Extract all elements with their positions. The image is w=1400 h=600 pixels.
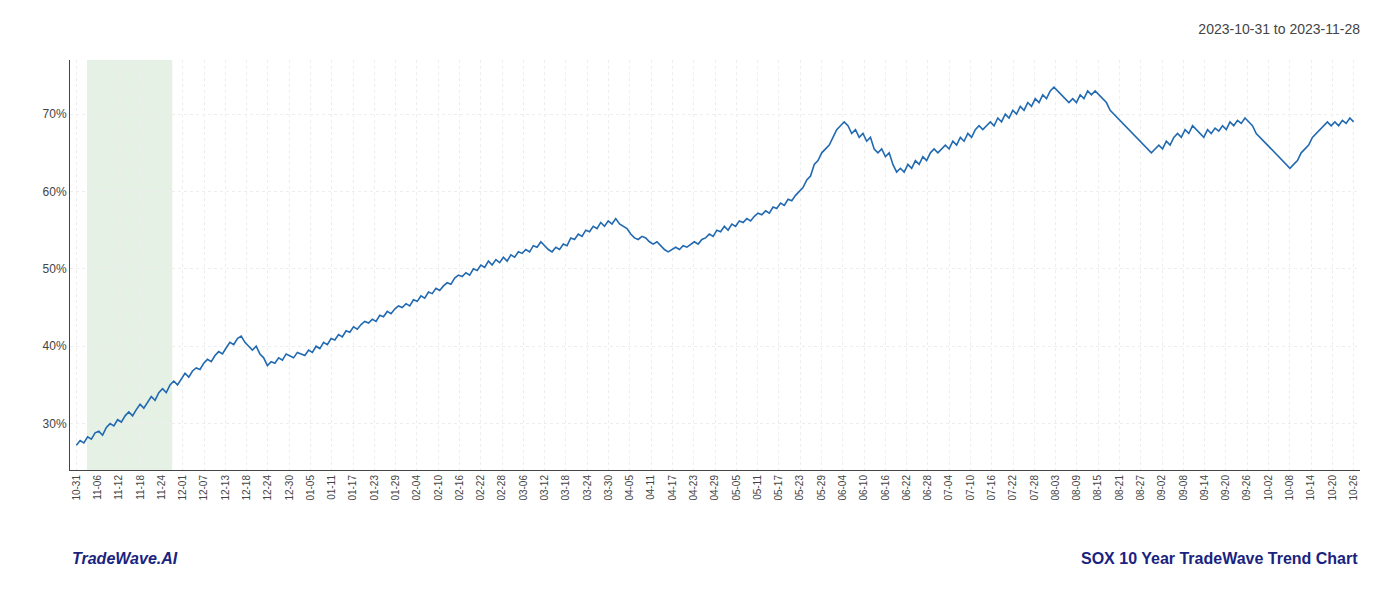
svg-text:06-04: 06-04: [837, 475, 848, 501]
svg-text:03-18: 03-18: [560, 475, 571, 501]
svg-text:07-10: 07-10: [965, 475, 976, 501]
svg-text:08-03: 08-03: [1050, 475, 1061, 501]
svg-text:06-10: 06-10: [858, 475, 869, 501]
svg-text:04-23: 04-23: [688, 475, 699, 501]
svg-text:70%: 70%: [43, 107, 67, 121]
svg-text:07-22: 07-22: [1007, 475, 1018, 501]
svg-text:03-12: 03-12: [539, 475, 550, 501]
svg-text:02-28: 02-28: [496, 475, 507, 501]
svg-text:12-30: 12-30: [284, 475, 295, 501]
svg-text:60%: 60%: [43, 185, 67, 199]
svg-text:09-26: 09-26: [1241, 475, 1252, 501]
svg-text:10-08: 10-08: [1284, 475, 1295, 501]
svg-text:08-21: 08-21: [1114, 475, 1125, 501]
svg-text:10-02: 10-02: [1263, 475, 1274, 501]
svg-text:06-28: 06-28: [922, 475, 933, 501]
svg-text:2023-10-31 to 2023-11-28: 2023-10-31 to 2023-11-28: [1198, 21, 1360, 37]
svg-text:03-24: 03-24: [582, 475, 593, 501]
svg-text:12-13: 12-13: [220, 475, 231, 501]
svg-text:02-22: 02-22: [475, 475, 486, 501]
svg-text:06-16: 06-16: [880, 475, 891, 501]
svg-text:02-10: 02-10: [433, 475, 444, 501]
svg-text:03-30: 03-30: [603, 475, 614, 501]
svg-text:07-04: 07-04: [943, 475, 954, 501]
svg-text:04-05: 04-05: [624, 475, 635, 501]
svg-text:07-16: 07-16: [986, 475, 997, 501]
svg-text:11-12: 11-12: [113, 475, 124, 500]
svg-text:12-07: 12-07: [198, 475, 209, 501]
svg-text:05-05: 05-05: [731, 475, 742, 501]
svg-text:SOX 10 Year TradeWave Trend Ch: SOX 10 Year TradeWave Trend Chart: [1081, 550, 1358, 567]
svg-text:11-24: 11-24: [156, 475, 167, 500]
svg-text:05-23: 05-23: [794, 475, 805, 501]
svg-text:08-15: 08-15: [1092, 475, 1103, 501]
svg-text:40%: 40%: [43, 339, 67, 353]
svg-text:01-29: 01-29: [390, 475, 401, 501]
svg-text:06-22: 06-22: [901, 475, 912, 501]
svg-text:12-24: 12-24: [262, 475, 273, 501]
svg-text:07-28: 07-28: [1029, 475, 1040, 501]
svg-text:05-17: 05-17: [773, 475, 784, 501]
svg-text:03-06: 03-06: [518, 475, 529, 501]
svg-text:01-23: 01-23: [369, 475, 380, 501]
svg-text:30%: 30%: [43, 417, 67, 431]
svg-text:10-31: 10-31: [71, 475, 82, 501]
svg-text:11-06: 11-06: [92, 475, 103, 500]
svg-text:11-18: 11-18: [135, 475, 146, 500]
svg-text:01-17: 01-17: [347, 475, 358, 501]
svg-text:01-11: 01-11: [326, 475, 337, 500]
svg-text:01-05: 01-05: [305, 475, 316, 501]
svg-text:02-16: 02-16: [454, 475, 465, 501]
svg-text:04-17: 04-17: [667, 475, 678, 501]
svg-text:09-08: 09-08: [1178, 475, 1189, 501]
svg-text:02-04: 02-04: [411, 475, 422, 501]
svg-text:10-20: 10-20: [1327, 475, 1338, 501]
svg-text:04-11: 04-11: [645, 475, 656, 500]
svg-text:04-29: 04-29: [709, 475, 720, 501]
svg-text:08-09: 08-09: [1071, 475, 1082, 501]
svg-text:12-01: 12-01: [177, 475, 188, 501]
svg-text:10-26: 10-26: [1348, 475, 1359, 501]
svg-text:09-14: 09-14: [1199, 475, 1210, 501]
svg-text:05-11: 05-11: [752, 475, 763, 500]
svg-text:50%: 50%: [43, 262, 67, 276]
svg-text:05-29: 05-29: [816, 475, 827, 501]
svg-text:08-27: 08-27: [1135, 475, 1146, 501]
svg-text:TradeWave.AI: TradeWave.AI: [72, 550, 178, 567]
svg-text:09-02: 09-02: [1156, 475, 1167, 501]
svg-text:12-18: 12-18: [241, 475, 252, 501]
svg-text:10-14: 10-14: [1305, 475, 1316, 501]
svg-text:09-20: 09-20: [1220, 475, 1231, 501]
